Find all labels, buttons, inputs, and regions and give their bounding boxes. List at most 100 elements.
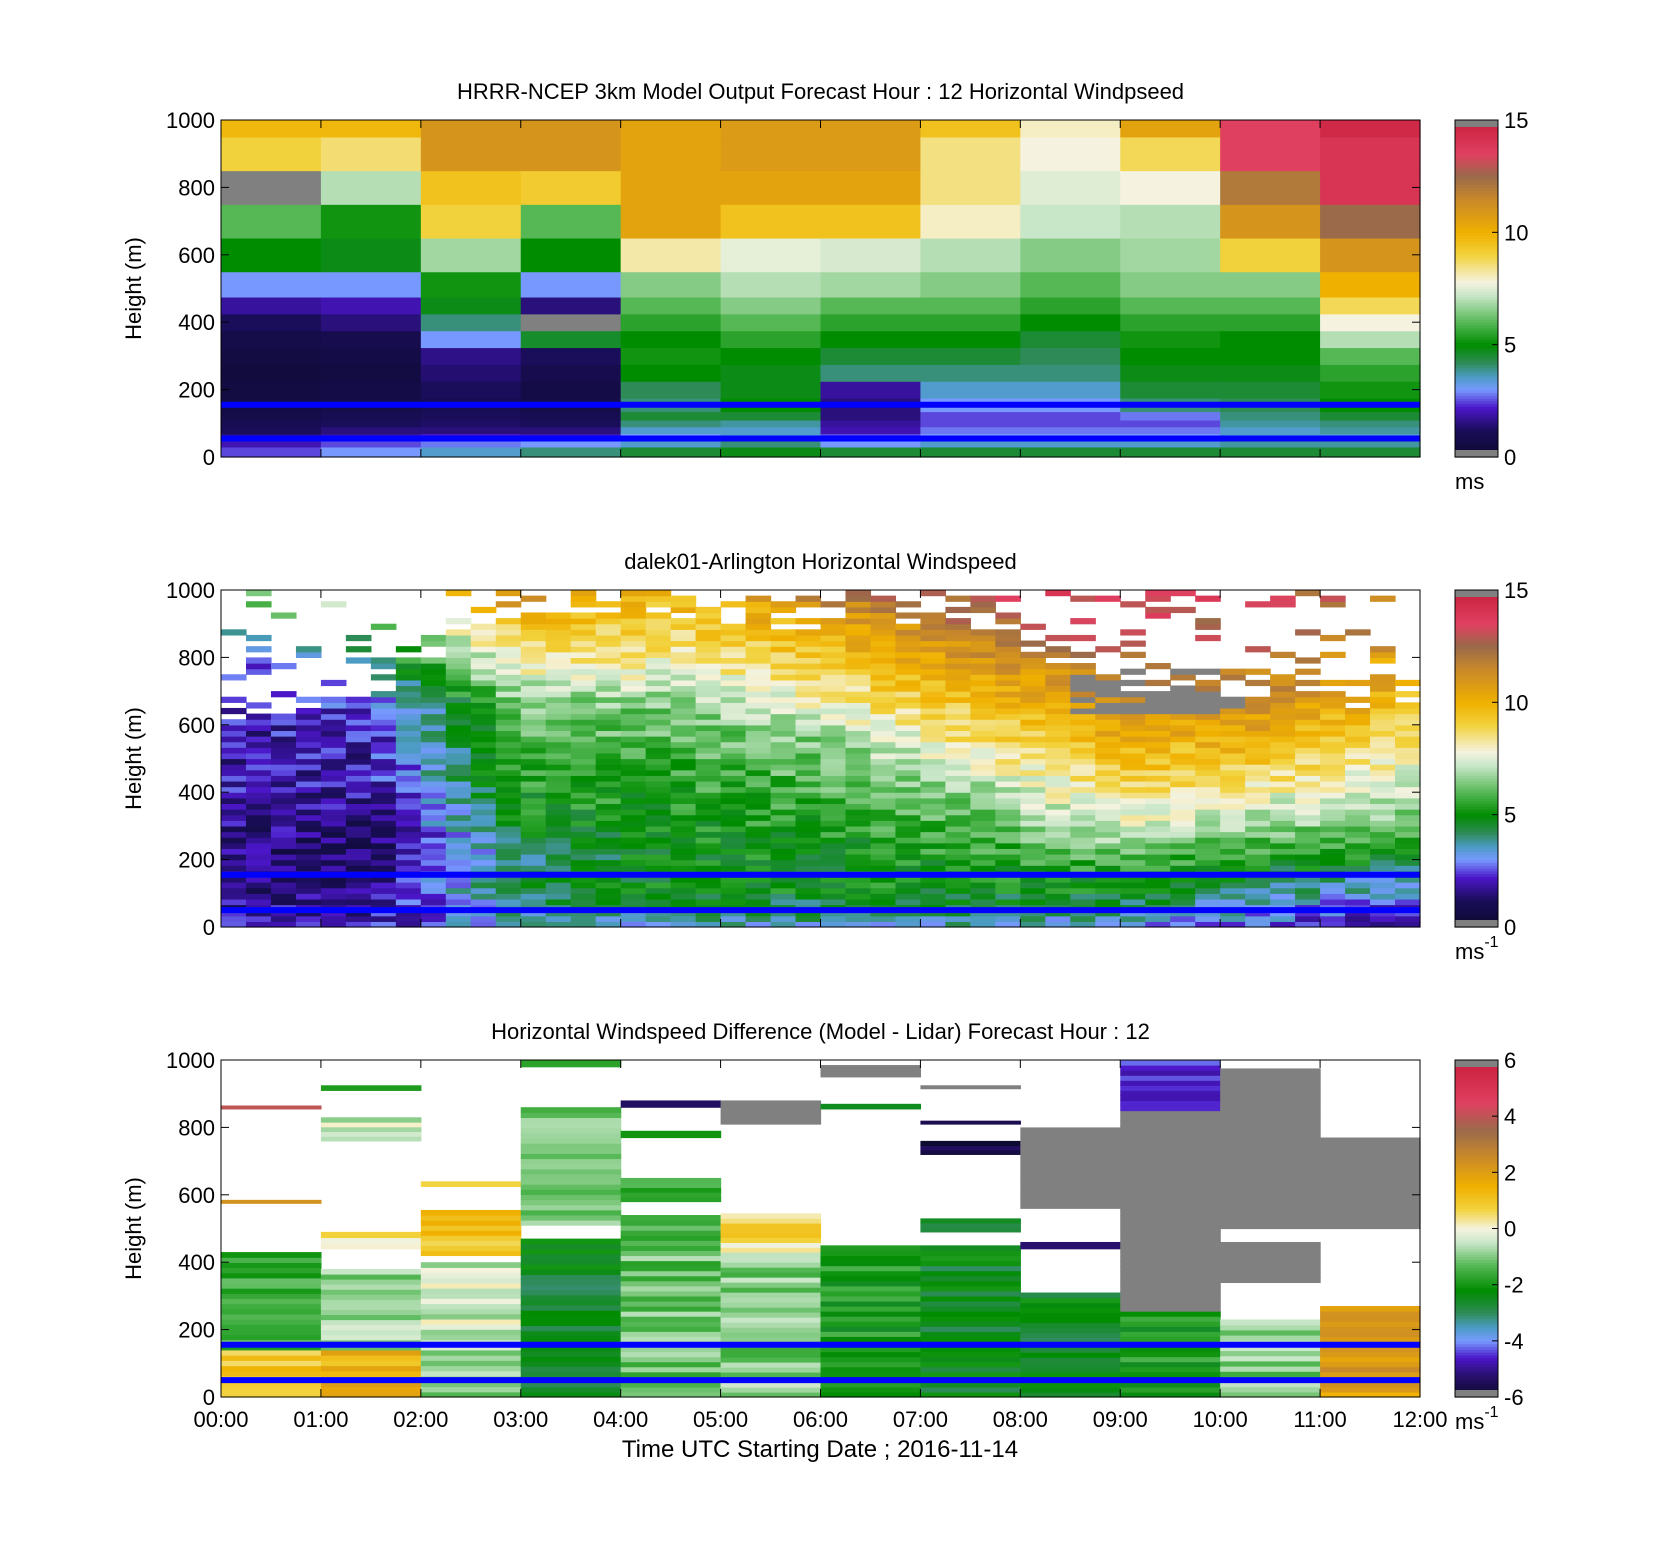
heatmap-cell (245, 837, 272, 844)
colorbar-swatch (1455, 268, 1498, 273)
heatmap-cell (221, 1313, 322, 1320)
heatmap-cell (1020, 668, 1046, 675)
colorbar-swatch (1455, 679, 1498, 684)
heatmap-cell (1220, 446, 1321, 458)
colorbar-under-swatch (1455, 450, 1498, 457)
heatmap-cell (970, 876, 996, 883)
heatmap-cell (1170, 859, 1196, 866)
heatmap-cell (1120, 313, 1221, 332)
heatmap-cell (245, 825, 272, 833)
heatmap-cell (1120, 1255, 1221, 1262)
heatmap-cell (420, 691, 447, 698)
heatmap-cell (1120, 1270, 1221, 1277)
heatmap-cell (795, 724, 822, 732)
heatmap-cell (720, 237, 822, 273)
heatmap-cell (620, 1285, 722, 1292)
colorbar-swatch (1455, 240, 1498, 245)
heatmap-cell (470, 842, 497, 849)
y-tick-label: 400 (178, 1250, 215, 1275)
heatmap-cell (445, 814, 472, 821)
heatmap-cell (1320, 1203, 1421, 1209)
heatmap-cell (720, 381, 822, 399)
heatmap-cell (445, 921, 472, 928)
heatmap-cell (770, 825, 797, 833)
heatmap-cell (320, 601, 347, 608)
colorbar-swatch (1455, 184, 1498, 188)
heatmap-cell (470, 634, 497, 642)
colorbar-swatch (1455, 1371, 1498, 1376)
heatmap-cell (820, 1103, 922, 1110)
heatmap-cell (1045, 775, 1071, 782)
heatmap-cell (420, 170, 522, 205)
heatmap-cell (895, 786, 922, 793)
heatmap-cell (520, 780, 547, 788)
heatmap-cell (720, 1213, 822, 1219)
colorbar-swatch (1455, 1332, 1498, 1336)
heatmap-cell (570, 792, 597, 799)
colorbar-swatch (1455, 369, 1498, 374)
heatmap-cell (595, 915, 622, 922)
heatmap-cell (995, 865, 1021, 872)
heatmap-cell (1170, 780, 1196, 788)
heatmap-cell (720, 640, 747, 647)
heatmap-cell (970, 797, 996, 805)
heatmap-cell (720, 882, 747, 889)
heatmap-cell (845, 853, 872, 861)
heatmap-cell (920, 1346, 1021, 1353)
colorbar-swatch (1455, 1363, 1498, 1367)
colorbar-swatch (1455, 870, 1498, 875)
heatmap-cell (820, 313, 922, 332)
heatmap-cell (1220, 136, 1321, 172)
heatmap-cell (1045, 707, 1071, 715)
heatmap-cell (645, 786, 672, 793)
heatmap-cell (595, 758, 622, 765)
heatmap-cell (1045, 809, 1071, 816)
heatmap-cell (495, 668, 522, 675)
colorbar-swatch (1455, 1360, 1498, 1364)
heatmap-cell (295, 859, 322, 866)
heatmap-cell (520, 1158, 622, 1165)
heatmap-cell (270, 691, 297, 698)
heatmap-cell (720, 865, 747, 872)
heatmap-cell (495, 657, 522, 664)
heatmap-cell (520, 814, 547, 821)
heatmap-cell (770, 910, 797, 917)
heatmap-cell (870, 674, 897, 681)
heatmap-cell (295, 724, 322, 732)
colorbar-swatch (1455, 1222, 1498, 1227)
heatmap-cell (545, 837, 572, 844)
heatmap-cell (1320, 446, 1421, 458)
heatmap-cell (395, 713, 422, 720)
x-axis: 00:00 01:00 02:00 03:00 04:00 05:00 06:00 07:00… (193, 1060, 1448, 1432)
heatmap-cell (745, 887, 772, 894)
colorbar-swatch (1455, 1169, 1498, 1173)
heatmap-cell (1370, 876, 1396, 883)
heatmap-cell (1220, 736, 1246, 743)
heatmap-cell (945, 764, 971, 771)
heatmap-cell (1120, 1260, 1221, 1267)
heatmap-cell (1220, 1203, 1321, 1210)
heatmap-cell (520, 713, 547, 720)
heatmap-cell (920, 825, 946, 833)
heatmap-cell (270, 887, 297, 894)
colorbar-swatch (1455, 426, 1498, 430)
heatmap-cell (221, 1334, 322, 1341)
heatmap-cell (870, 803, 897, 810)
heatmap-cell (1170, 792, 1196, 799)
heatmap-cell (1145, 848, 1171, 855)
heatmap-cell (1320, 707, 1346, 715)
heatmap-cell (920, 1366, 1021, 1373)
heatmap-cell (295, 814, 322, 821)
heatmap-cell (1120, 814, 1146, 821)
heatmap-cell (420, 1324, 522, 1330)
heatmap-cell (720, 1272, 822, 1278)
heatmap-cell (745, 814, 772, 821)
heatmap-cell (1220, 170, 1321, 205)
colorbar-swatch (1455, 646, 1498, 650)
heatmap-cell (970, 679, 996, 687)
colorbar-swatch (1455, 736, 1498, 740)
heatmap-cell (970, 915, 996, 922)
heatmap-cell (1220, 1168, 1321, 1175)
heatmap-cell (445, 758, 472, 765)
heatmap-cell (695, 825, 722, 833)
